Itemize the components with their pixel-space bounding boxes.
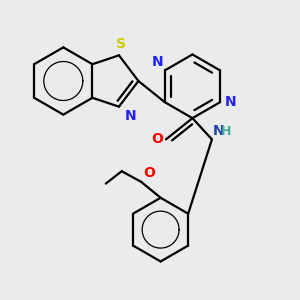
Text: O: O <box>143 166 155 180</box>
Text: N: N <box>124 110 136 124</box>
Text: N: N <box>224 95 236 109</box>
Text: N: N <box>213 124 225 138</box>
Text: S: S <box>116 37 126 51</box>
Text: O: O <box>151 132 163 146</box>
Text: N: N <box>152 55 163 69</box>
Text: H: H <box>221 125 231 138</box>
